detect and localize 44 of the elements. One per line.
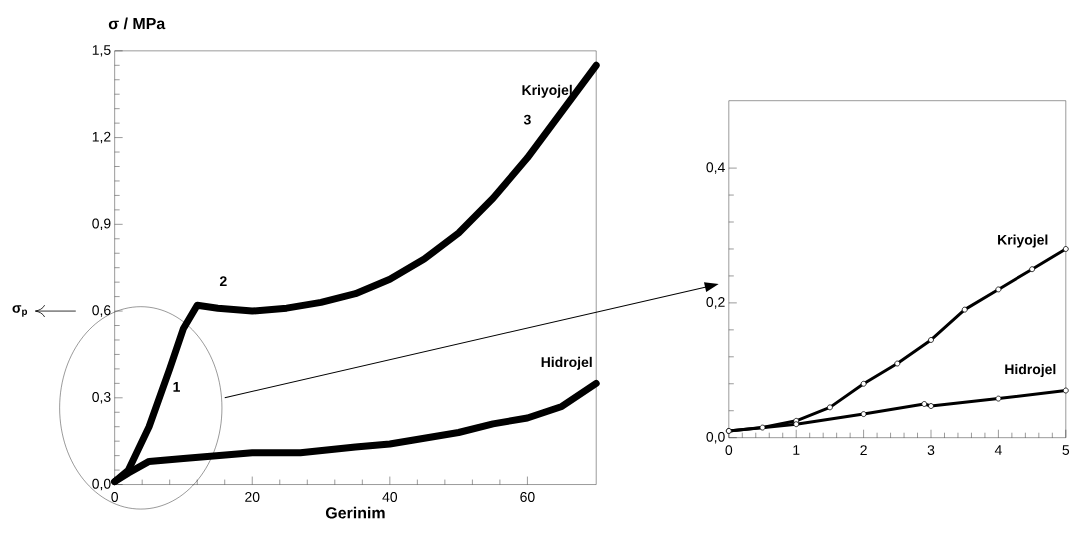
y-tick-label: 0,3 <box>92 391 111 404</box>
point <box>1062 245 1069 252</box>
y-tick-label: 0,2 <box>706 296 725 309</box>
y-tick-label: 0,9 <box>92 218 111 230</box>
series-label: Hidrojel <box>1005 363 1056 377</box>
series-label: Kriyojel <box>522 84 572 98</box>
point <box>928 402 934 409</box>
x-tick-label: 20 <box>245 491 260 502</box>
y-tick-label: 0,6 <box>92 305 111 317</box>
point <box>860 411 867 417</box>
text: σ$_{p}$ <box>12 305 28 317</box>
point <box>995 395 1002 402</box>
point <box>1062 387 1069 394</box>
point <box>793 421 800 427</box>
y-tick-label: 0,0 <box>92 478 111 491</box>
point <box>928 336 934 343</box>
x-axis-title: Gerinim <box>325 506 385 519</box>
point <box>961 306 968 313</box>
x-tick-label: 4 <box>994 445 1002 455</box>
point <box>921 400 928 407</box>
x-tick-label: 0 <box>725 445 733 455</box>
annotation: 1 <box>173 381 180 392</box>
annotation: 2 <box>219 276 227 286</box>
y-axis-title: σ / MPa <box>108 17 166 30</box>
point <box>860 380 867 387</box>
point <box>995 286 1002 293</box>
point <box>827 404 833 411</box>
annotation: 3 <box>523 114 531 125</box>
y-tick-label: 0,0 <box>706 431 725 444</box>
y-tick-label: 1,2 <box>92 131 111 144</box>
series-label: Kriyojel <box>998 234 1048 248</box>
x-tick-label: 5 <box>1062 445 1070 455</box>
x-tick-label: 3 <box>927 445 935 455</box>
series-label: Hidrojel <box>541 356 592 370</box>
point <box>894 360 901 367</box>
x-tick-label: 0 <box>111 491 119 502</box>
x-tick-label: 40 <box>382 491 398 502</box>
x-tick-label: 1 <box>793 445 800 455</box>
y-tick-label: 0,4 <box>706 162 725 174</box>
point <box>759 424 766 431</box>
x-tick-label: 2 <box>860 445 867 455</box>
y-tick-label: 1,5 <box>92 45 111 57</box>
x-tick-label: 60 <box>520 491 535 502</box>
point <box>1029 266 1035 272</box>
